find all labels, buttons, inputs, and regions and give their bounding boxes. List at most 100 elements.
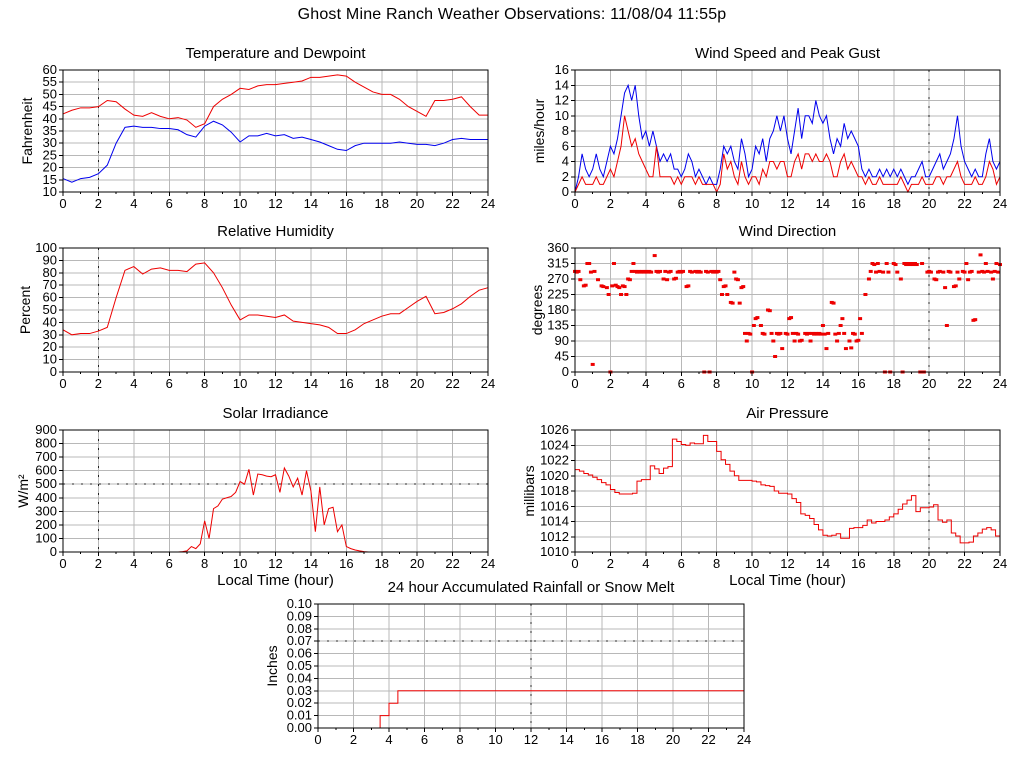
svg-text:0.07: 0.07 xyxy=(287,633,312,648)
svg-text:10: 10 xyxy=(233,376,247,391)
svg-text:14: 14 xyxy=(816,196,830,211)
svg-text:10: 10 xyxy=(745,556,759,571)
svg-text:20: 20 xyxy=(922,196,936,211)
svg-text:24: 24 xyxy=(993,556,1007,571)
svg-text:16: 16 xyxy=(339,556,353,571)
svg-text:20: 20 xyxy=(43,160,57,175)
air-pressure-plot: 0 2 4 6 8 10 12 14 16 18 20 22 241010101210141016101… xyxy=(540,422,1007,571)
svg-text:22: 22 xyxy=(445,376,459,391)
svg-text:30: 30 xyxy=(43,135,57,150)
svg-text:800: 800 xyxy=(35,436,57,451)
svg-text:600: 600 xyxy=(35,463,57,478)
page-title: Ghost Mine Ranch Weather Observations: 1… xyxy=(297,6,727,23)
chart-title: Wind Speed and Peak Gust xyxy=(694,45,881,62)
svg-text:4: 4 xyxy=(130,556,137,571)
svg-text:24: 24 xyxy=(481,196,495,211)
svg-text:20: 20 xyxy=(410,376,424,391)
x-axis-label: Local Time (hour) xyxy=(217,572,334,589)
svg-text:2: 2 xyxy=(95,376,102,391)
svg-text:400: 400 xyxy=(35,490,57,505)
svg-text:12: 12 xyxy=(268,196,282,211)
svg-text:2: 2 xyxy=(95,196,102,211)
svg-text:10: 10 xyxy=(555,108,569,123)
svg-text:22: 22 xyxy=(701,732,715,747)
svg-text:6: 6 xyxy=(166,376,173,391)
svg-text:18: 18 xyxy=(887,556,901,571)
svg-text:135: 135 xyxy=(547,318,569,333)
svg-text:1026: 1026 xyxy=(540,422,569,437)
y-axis-label: Percent xyxy=(17,285,33,335)
svg-text:30: 30 xyxy=(43,327,57,342)
air-pressure-chart: Air Pressure millibars Local Time (hour)… xyxy=(521,405,1007,589)
svg-text:18: 18 xyxy=(887,196,901,211)
y-axis-label: Fahrenheit xyxy=(19,97,35,165)
svg-text:900: 900 xyxy=(35,422,57,437)
svg-text:16: 16 xyxy=(339,196,353,211)
svg-text:0.01: 0.01 xyxy=(287,708,312,723)
svg-text:12: 12 xyxy=(268,556,282,571)
wind-direction-chart: Wind Direction degrees 0 2 4 6 8 10 12 14 16 18 20… xyxy=(529,223,1007,391)
svg-text:200: 200 xyxy=(35,517,57,532)
svg-text:8: 8 xyxy=(456,732,463,747)
svg-text:18: 18 xyxy=(887,376,901,391)
solar-irradiance-plot: 0 2 4 6 8 10 12 14 16 18 20 22 240100200300400500600… xyxy=(35,422,495,571)
svg-text:70: 70 xyxy=(43,277,57,292)
svg-text:10: 10 xyxy=(745,196,759,211)
svg-text:16: 16 xyxy=(555,62,569,77)
svg-text:16: 16 xyxy=(851,556,865,571)
svg-text:40: 40 xyxy=(43,111,57,126)
svg-text:20: 20 xyxy=(410,556,424,571)
svg-text:12: 12 xyxy=(555,93,569,108)
y-axis-label: millibars xyxy=(521,465,537,517)
svg-text:10: 10 xyxy=(745,376,759,391)
svg-text:4: 4 xyxy=(642,196,649,211)
svg-text:18: 18 xyxy=(375,376,389,391)
svg-text:14: 14 xyxy=(559,732,573,747)
svg-text:0.05: 0.05 xyxy=(287,658,312,673)
svg-text:6: 6 xyxy=(166,556,173,571)
svg-text:22: 22 xyxy=(445,196,459,211)
y-axis-label: degrees xyxy=(529,284,545,336)
relative-humidity-chart: Relative Humidity Percent 0 2 4 6 8 10 12 14 16 1… xyxy=(17,223,495,391)
svg-text:1010: 1010 xyxy=(540,544,569,559)
svg-text:12: 12 xyxy=(780,196,794,211)
relative-humidity-plot: 0 2 4 6 8 10 12 14 16 18 20 22 240102030405060708090… xyxy=(35,240,495,391)
svg-text:45: 45 xyxy=(43,99,57,114)
temperature-dewpoint-plot: 0 2 4 6 8 10 12 14 16 18 20 22 241015202530354045505… xyxy=(43,62,496,211)
svg-text:225: 225 xyxy=(547,287,569,302)
svg-text:14: 14 xyxy=(304,196,318,211)
svg-text:16: 16 xyxy=(339,376,353,391)
svg-text:2: 2 xyxy=(95,556,102,571)
svg-text:100: 100 xyxy=(35,530,57,545)
svg-text:50: 50 xyxy=(43,86,57,101)
svg-text:315: 315 xyxy=(547,256,569,271)
svg-text:6: 6 xyxy=(562,138,569,153)
svg-text:4: 4 xyxy=(130,376,137,391)
svg-text:1018: 1018 xyxy=(540,483,569,498)
svg-text:0.03: 0.03 xyxy=(287,683,312,698)
svg-text:0: 0 xyxy=(571,376,578,391)
svg-text:0.00: 0.00 xyxy=(287,720,312,735)
svg-text:24: 24 xyxy=(737,732,751,747)
svg-text:6: 6 xyxy=(678,556,685,571)
svg-text:60: 60 xyxy=(43,62,57,77)
svg-text:6: 6 xyxy=(678,376,685,391)
svg-text:0: 0 xyxy=(59,376,66,391)
svg-text:8: 8 xyxy=(562,123,569,138)
svg-text:1012: 1012 xyxy=(540,529,569,544)
svg-text:8: 8 xyxy=(713,196,720,211)
svg-text:10: 10 xyxy=(43,352,57,367)
chart-title: Relative Humidity xyxy=(217,223,334,240)
svg-text:16: 16 xyxy=(595,732,609,747)
svg-text:12: 12 xyxy=(524,732,538,747)
svg-text:45: 45 xyxy=(555,349,569,364)
svg-text:60: 60 xyxy=(43,290,57,305)
chart-title: Air Pressure xyxy=(746,405,829,422)
svg-text:6: 6 xyxy=(421,732,428,747)
svg-text:14: 14 xyxy=(816,376,830,391)
svg-text:700: 700 xyxy=(35,449,57,464)
svg-text:0: 0 xyxy=(59,556,66,571)
svg-text:0.02: 0.02 xyxy=(287,695,312,710)
svg-text:360: 360 xyxy=(547,240,569,255)
